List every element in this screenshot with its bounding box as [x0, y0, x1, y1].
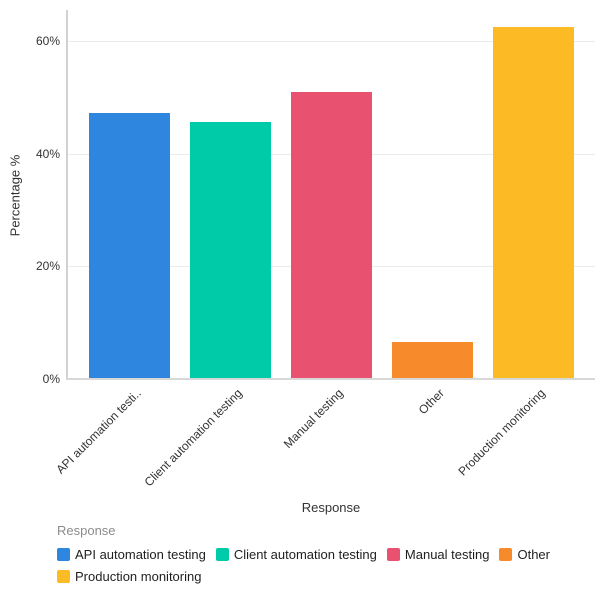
legend-swatch — [57, 548, 70, 561]
legend-label: Other — [517, 547, 550, 562]
legend-item-other[interactable]: Other — [499, 547, 550, 562]
legend-item-api-automation-testing[interactable]: API automation testing — [57, 547, 206, 562]
bar-production-monitoring — [493, 27, 574, 379]
x-axis-title: Response — [301, 500, 361, 515]
y-tick-label: 60% — [35, 33, 60, 48]
legend-swatch — [57, 570, 70, 583]
y-axis-line — [66, 10, 68, 380]
bar-api-automation-testing — [89, 113, 170, 379]
legend-swatch — [215, 548, 229, 561]
y-tick-label: 0% — [42, 372, 60, 386]
legend-title: Response — [57, 523, 116, 538]
legend-item-production-monitoring[interactable]: Production monitoring — [57, 569, 201, 584]
legend-label: API automation testing — [75, 547, 206, 562]
legend-items: API automation testing Client automation … — [57, 547, 597, 584]
legend: Response API automation testing Client au… — [57, 523, 597, 584]
legend-swatch — [386, 548, 400, 561]
y-tick-label: 40% — [35, 146, 60, 161]
x-axis-line — [66, 378, 595, 380]
legend-item-manual-testing[interactable]: Manual testing — [386, 547, 490, 562]
bar-manual-testing — [291, 92, 372, 379]
legend-swatch — [499, 548, 513, 561]
legend-item-client-automation-testing[interactable]: Client automation testing — [215, 547, 377, 562]
bar-other — [392, 341, 473, 379]
legend-label: Client automation testing — [233, 547, 377, 562]
legend-label: Production monitoring — [75, 569, 202, 584]
y-tick-label: 20% — [35, 259, 60, 274]
bar-client-automation-testing — [190, 121, 271, 379]
legend-label: Manual testing — [404, 547, 490, 562]
gridline — [67, 40, 595, 42]
